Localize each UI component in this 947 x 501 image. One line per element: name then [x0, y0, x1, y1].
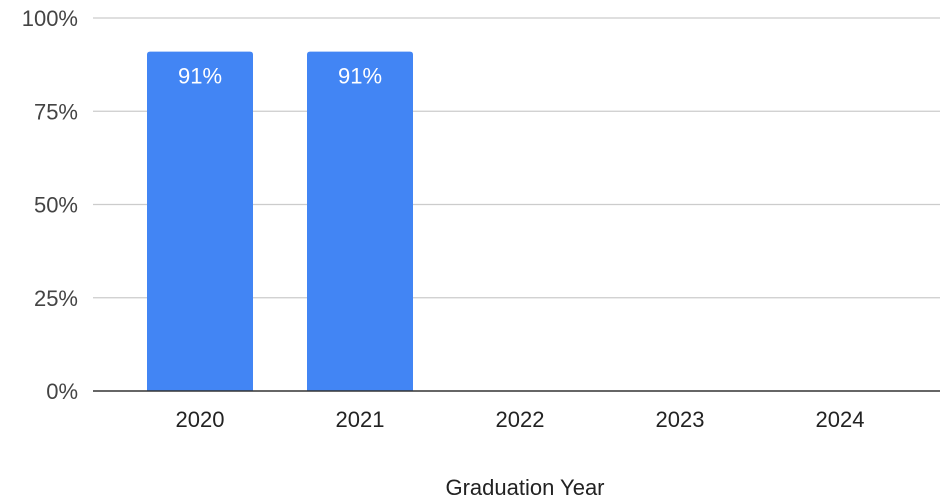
y-tick-label: 0%	[46, 379, 78, 404]
bar-2020	[147, 51, 253, 391]
bar-data-label-2021: 91%	[338, 64, 382, 89]
x-tick-label-2023: 2023	[656, 407, 705, 432]
bar-2021	[307, 51, 413, 391]
labels-layer: 0% 25% 50% 75% 100% 91% 2020 91% 2021 2022 2023 202…	[22, 6, 865, 432]
y-tick-label: 75%	[34, 99, 78, 124]
bar-data-label-2020: 91%	[178, 64, 222, 89]
x-tick-label-2024: 2024	[816, 407, 865, 432]
y-tick-label: 100%	[22, 6, 78, 31]
bars-layer	[147, 51, 413, 391]
y-tick-label: 25%	[34, 286, 78, 311]
x-tick-label-2020: 2020	[176, 407, 225, 432]
y-tick-label: 50%	[34, 193, 78, 218]
x-tick-label-2022: 2022	[496, 407, 545, 432]
x-axis-title: Graduation Year	[445, 475, 604, 500]
x-tick-label-2021: 2021	[336, 407, 385, 432]
